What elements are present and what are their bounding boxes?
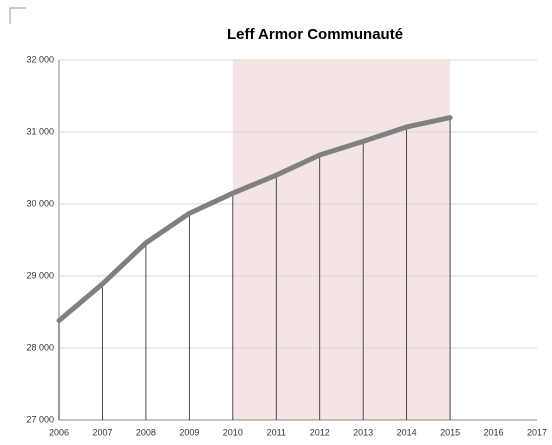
y-tick-label: 30 000 — [26, 198, 54, 208]
y-tick-label: 28 000 — [26, 342, 54, 352]
x-tick-label: 2014 — [397, 427, 417, 437]
x-tick-label: 2006 — [49, 427, 69, 437]
y-tick-label: 31 000 — [26, 126, 54, 136]
x-tick-label: 2008 — [136, 427, 156, 437]
x-tick-label: 2011 — [267, 427, 286, 437]
highlight-band — [232, 60, 451, 420]
data-line — [56, 115, 453, 324]
chart-title: Leff Armor Communauté — [227, 26, 403, 43]
y-tick-label: 27 000 — [26, 414, 54, 424]
frame-corner — [9, 7, 26, 24]
x-tick-label: 2015 — [440, 427, 460, 437]
y-tick-label: 32 000 — [26, 54, 54, 64]
x-tick-label: 2013 — [353, 427, 373, 437]
y-tick-label: 29 000 — [26, 270, 54, 280]
x-tick-label: 2007 — [92, 427, 112, 437]
x-tick-label: 2017 — [527, 427, 547, 437]
x-tick-label: 2009 — [179, 427, 199, 437]
x-tick-label: 2012 — [310, 427, 330, 437]
x-tick-label: 2016 — [484, 427, 504, 437]
x-tick-label: 2010 — [223, 427, 243, 437]
